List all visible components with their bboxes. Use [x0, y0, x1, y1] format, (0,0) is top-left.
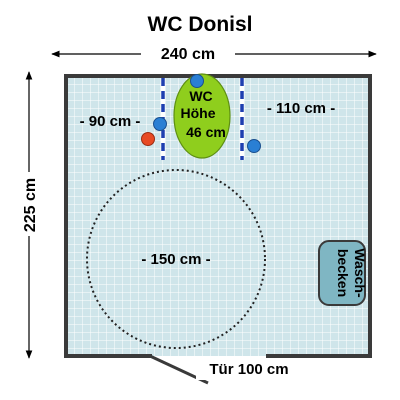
turning-circle-label: - 150 cm - [141, 251, 210, 268]
door-label: Tür 100 cm [209, 361, 288, 378]
toilet-label-line2: Höhe [181, 105, 216, 121]
left-space-label: - 90 cm - [80, 113, 141, 130]
sink-label-line2: becken [335, 249, 351, 297]
left-button-icon [153, 117, 167, 131]
height-label: 225 cm [22, 178, 39, 232]
right-space-label: - 110 cm - [267, 100, 335, 117]
height-label-bg [20, 172, 38, 236]
toilet-bowl [173, 73, 231, 159]
width-label-bg [141, 44, 235, 64]
sink-label-line1: Wasch- [352, 248, 368, 298]
flush-button-icon [190, 74, 204, 88]
width-label: 240 cm [161, 46, 215, 63]
toilet-label-line3: 46 cm [186, 124, 226, 140]
door-label-bg [196, 358, 302, 380]
room-wall [64, 74, 372, 358]
sink [318, 240, 366, 306]
toilet-label-line1: WC [189, 88, 212, 104]
emergency-button-icon [141, 132, 155, 146]
page-title: WC Donisl [148, 13, 253, 36]
turning-circle [86, 169, 266, 349]
right-button-icon [247, 139, 261, 153]
